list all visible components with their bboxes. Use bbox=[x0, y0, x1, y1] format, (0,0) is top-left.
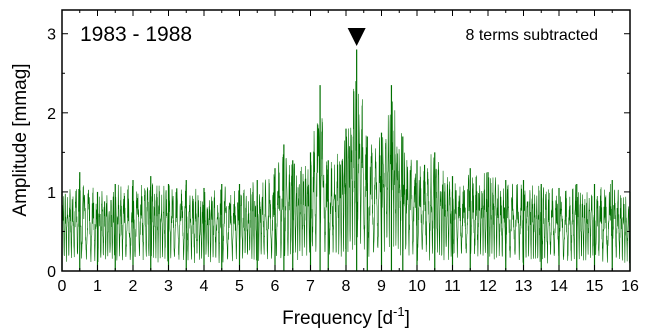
x-tick-label: 12 bbox=[479, 278, 497, 295]
x-tick-label: 13 bbox=[515, 278, 533, 295]
y-axis-title: Amplitude [mmag] bbox=[10, 63, 31, 216]
x-tick-label: 10 bbox=[408, 278, 426, 295]
x-tick-label: 8 bbox=[342, 278, 351, 295]
amplitude-trace bbox=[61, 49, 631, 271]
y-tick-label: 0 bbox=[47, 264, 56, 281]
x-tick-label: 6 bbox=[271, 278, 280, 295]
x-tick-label: 16 bbox=[621, 278, 639, 295]
y-tick-labels: 0 1 2 3 bbox=[47, 27, 56, 281]
x-axis-label: Frequency bbox=[282, 308, 372, 329]
period-label: 1983 - 1988 bbox=[80, 23, 192, 46]
x-tick-labels: 0 1 2 3 4 5 6 7 8 9 10 11 12 13 14 15 16 bbox=[58, 278, 639, 295]
x-tick-label: 11 bbox=[444, 278, 461, 295]
terms-note: 8 terms subtracted bbox=[466, 27, 599, 44]
x-axis-unit-sup: -1 bbox=[393, 304, 405, 319]
x-axis-unit-close: ] bbox=[405, 308, 410, 329]
x-axis-unit: [d bbox=[377, 308, 393, 329]
x-tick-label: 14 bbox=[550, 278, 568, 295]
x-tick-label: 0 bbox=[58, 278, 67, 295]
x-tick-label: 3 bbox=[164, 278, 173, 295]
x-tick-label: 2 bbox=[129, 278, 138, 295]
x-tick-label: 9 bbox=[377, 278, 386, 295]
x-tick-label: 4 bbox=[200, 278, 209, 295]
x-tick-label: 7 bbox=[306, 278, 315, 295]
y-tick-label: 1 bbox=[47, 185, 56, 202]
y-tick-label: 3 bbox=[47, 27, 56, 44]
x-axis-title: Frequency [d-1] bbox=[282, 304, 410, 329]
peak-marker-icon bbox=[347, 28, 366, 46]
y-tick-label: 2 bbox=[47, 106, 56, 123]
x-tick-label: 1 bbox=[93, 278, 102, 295]
x-tick-label: 5 bbox=[235, 278, 244, 295]
axis-ticks bbox=[61, 10, 631, 272]
x-tick-label: 15 bbox=[586, 278, 604, 295]
